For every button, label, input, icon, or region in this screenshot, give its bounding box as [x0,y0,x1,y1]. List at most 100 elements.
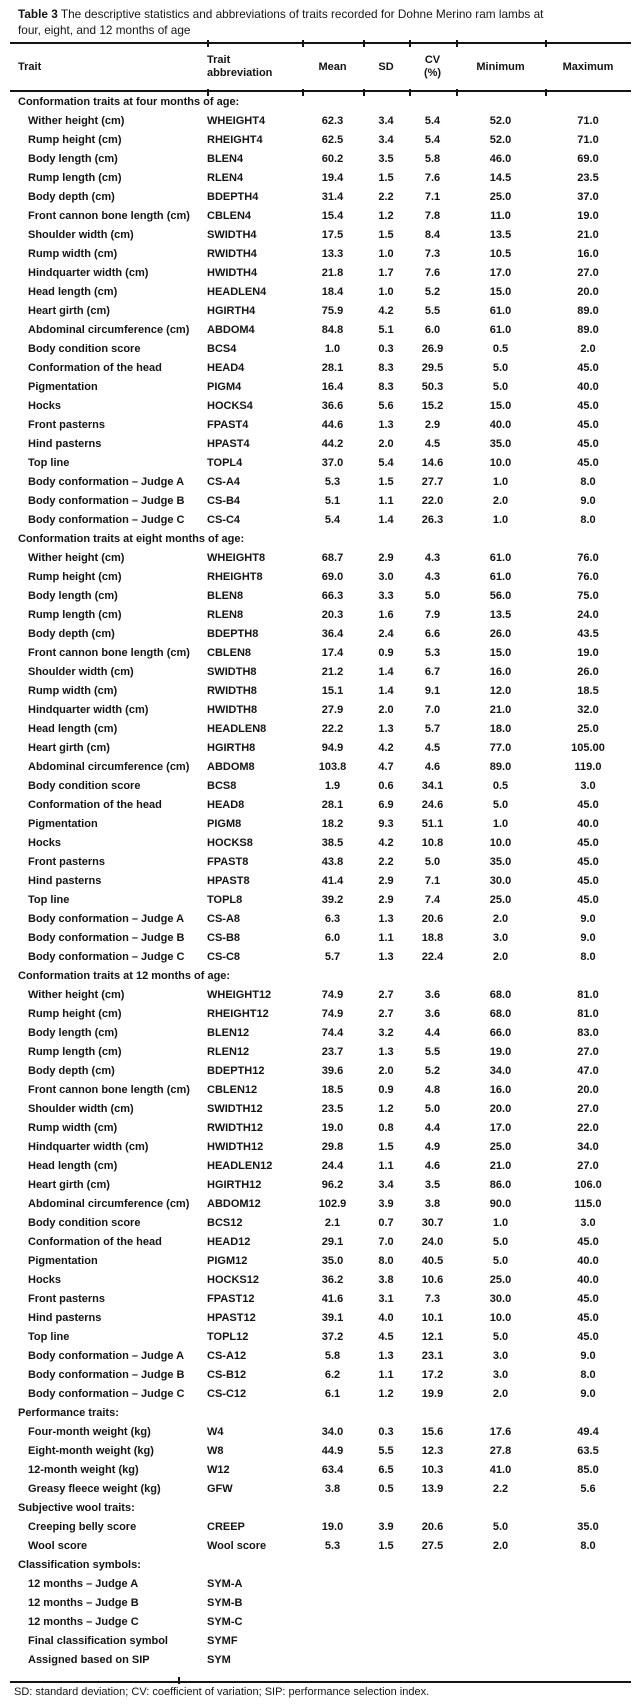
value-cell: 13.9 [421,1482,444,1495]
value-cell: 45.0 [577,1330,599,1343]
value-cell: 35.0 [321,1254,344,1267]
table-row: Wither height (cm) WHEIGHT12 74.9 2.7 3.6 68.… [10,985,631,1004]
abbreviation-cell: GFW [207,1482,233,1495]
table-row: Rump length (cm) RLEN8 20.3 1.6 7.9 13.5 24.0 [10,605,631,624]
value-cell: 45.0 [577,1311,599,1324]
value-cell: 20.6 [421,1520,444,1533]
trait-cell: Front cannon bone length (cm) [28,646,190,659]
value-cell: 5.5 [424,1045,441,1058]
table-row: Eight-month weight (kg) W8 44.9 5.5 12.3 27.8… [10,1441,631,1460]
value-cell: 0.5 [378,1482,394,1495]
table-row: Top line TOPL8 39.2 2.9 7.4 25.0 45.0 [10,890,631,909]
trait-cell: Shoulder width (cm) [28,228,134,241]
trait-cell: Hindquarter width (cm) [28,266,149,279]
abbreviation-cell: FPAST12 [207,1292,255,1305]
value-cell: 29.1 [321,1235,344,1248]
trait-cell: 12 months – Judge A [28,1577,139,1590]
value-cell: 15.6 [421,1425,444,1438]
section-row: Classification symbols: [10,1555,631,1574]
value-cell: 74.9 [321,1007,344,1020]
value-cell: 84.8 [321,323,344,336]
abbreviation-cell: TOPL4 [207,456,243,469]
value-cell: 1.0 [378,247,394,260]
value-cell: 2.0 [492,494,509,507]
trait-cell: Body conformation – Judge A [28,475,185,488]
value-cell: 24.0 [577,608,599,621]
value-cell: 5.4 [378,456,394,469]
abbreviation-cell: RHEIGHT4 [207,133,263,146]
value-cell: 1.6 [378,608,394,621]
value-cell: 10.1 [421,1311,444,1324]
abbreviation-cell: BDEPTH8 [207,627,259,640]
trait-cell: Conformation of the head [28,1235,162,1248]
value-cell: 8.4 [424,228,441,241]
value-cell: 34.0 [321,1425,344,1438]
trait-cell: Front pasterns [28,418,106,431]
value-cell: 5.0 [492,361,509,374]
table-row: Shoulder width (cm) SWIDTH12 23.5 1.2 5.0 20.… [10,1099,631,1118]
value-cell: 5.0 [492,1235,509,1248]
value-cell: 36.6 [321,399,344,412]
value-cell: 6.6 [424,627,441,640]
section-row: Conformation traits at eight months of a… [10,529,631,548]
table-row: Heart girth (cm) HGIRTH12 96.2 3.4 3.5 86.0 10… [10,1175,631,1194]
value-cell: 5.0 [492,1520,509,1533]
trait-cell: Rump height (cm) [28,133,122,146]
value-cell: 8.0 [580,1368,596,1381]
trait-cell: Body depth (cm) [28,190,115,203]
table-row: Body length (cm) BLEN12 74.4 3.2 4.4 66.0 83.0 [10,1023,631,1042]
abbreviation-cell: BLEN12 [207,1026,250,1039]
column-divider-tick [207,40,209,47]
value-cell: 3.4 [378,114,394,127]
value-cell [545,1650,631,1669]
value-cell: 61.0 [489,551,512,564]
value-cell: 17.2 [421,1368,444,1381]
column-divider-tick [456,89,458,96]
trait-cell: Body condition score [28,342,141,355]
value-cell [302,1631,363,1650]
value-cell: 69.0 [577,152,599,165]
value-cell: 1.3 [378,1349,394,1362]
table-row: Shoulder width (cm) SWIDTH4 17.5 1.5 8.4 13.5… [10,225,631,244]
value-cell: 10.0 [489,1311,512,1324]
abbreviation-cell: W4 [207,1425,224,1438]
section-heading: Conformation traits at eight months of a… [18,532,245,545]
trait-cell: Front cannon bone length (cm) [28,1083,190,1096]
table-row: Hindquarter width (cm) HWIDTH12 29.8 1.5 4.9… [10,1137,631,1156]
value-cell: 10.3 [421,1463,444,1476]
value-cell: 23.5 [321,1102,344,1115]
value-cell: 2.4 [378,627,394,640]
value-cell: 3.0 [492,1368,509,1381]
value-cell: 17.6 [489,1425,512,1438]
value-cell: 5.0 [424,1102,441,1115]
value-cell: 13.5 [489,608,512,621]
trait-cell: Rump length (cm) [28,171,122,184]
value-cell: 45.0 [577,1235,599,1248]
value-cell: 1.0 [492,1216,509,1229]
value-cell: 27.0 [577,1045,599,1058]
table-row: Hind pasterns HPAST12 39.1 4.0 10.1 10.0 45.0 [10,1308,631,1327]
value-cell: 76.0 [577,570,599,583]
value-cell: 62.5 [321,133,344,146]
value-cell: 4.3 [424,570,441,583]
value-cell: 21.0 [489,1159,512,1172]
value-cell [363,1593,409,1612]
abbreviation-cell: CBLEN8 [207,646,252,659]
value-cell: 9.0 [580,494,596,507]
trait-cell: Heart girth (cm) [28,304,110,317]
table-row: Body conformation – Judge B CS-B4 5.1 1.1 22… [10,491,631,510]
value-cell: 45.0 [577,874,599,887]
section-row: Conformation traits at four months of ag… [10,91,631,111]
value-cell: 4.2 [378,304,394,317]
trait-cell: Abdominal circumference (cm) [28,760,190,773]
value-cell [363,1574,409,1593]
table-row: Final classification symbol SYMF [10,1631,631,1650]
value-cell: 1.0 [492,475,509,488]
value-cell: 1.3 [378,1045,394,1058]
value-cell: 1.0 [378,285,394,298]
abbreviation-cell: SYMF [207,1634,238,1647]
value-cell: 1.0 [492,817,509,830]
trait-cell: Front pasterns [28,855,106,868]
value-cell: 45.0 [577,399,599,412]
